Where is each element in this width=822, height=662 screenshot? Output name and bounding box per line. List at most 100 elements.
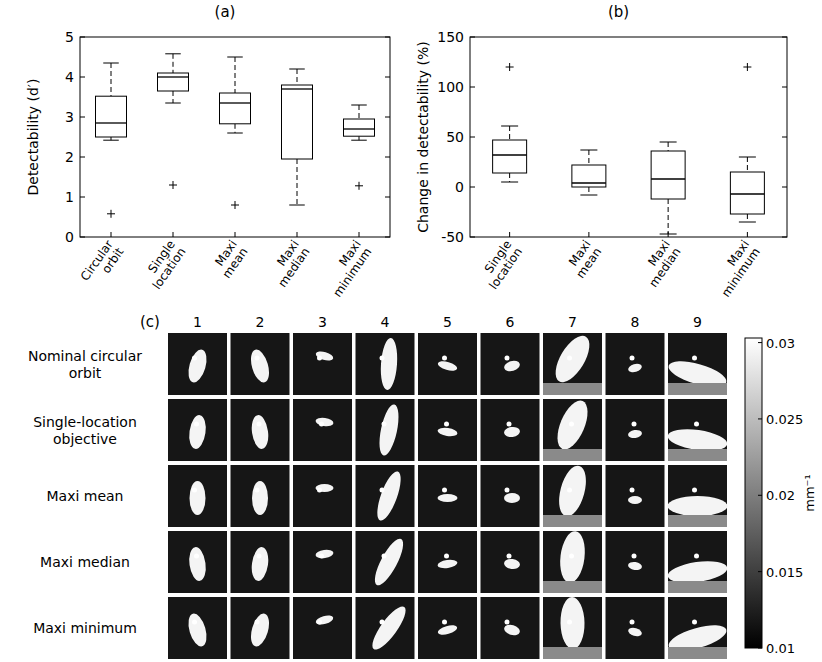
y-tick xyxy=(470,187,475,188)
x-tick-label: Maximinimum xyxy=(708,238,763,300)
plot-frame xyxy=(80,37,390,237)
ct-structure xyxy=(504,493,520,503)
y-tick-label: 50 xyxy=(446,129,464,145)
ct-bead xyxy=(505,488,510,493)
ct-structure xyxy=(379,338,399,391)
ct-bead xyxy=(380,488,385,493)
median xyxy=(730,193,764,194)
y-tick xyxy=(470,87,475,88)
ct-image xyxy=(356,597,415,659)
box xyxy=(730,172,764,214)
column-label: 5 xyxy=(443,314,452,330)
ct-background xyxy=(543,647,602,659)
outlier xyxy=(107,210,115,218)
label-line: orbit xyxy=(69,365,102,381)
ct-bead xyxy=(692,488,697,493)
x-tick-label: Maximinimum xyxy=(320,238,375,300)
x-tick-label: Maximean xyxy=(563,238,605,281)
ct-bead xyxy=(567,620,572,625)
ct-image xyxy=(606,333,665,395)
whisker-cap xyxy=(580,150,597,151)
lower-whisker xyxy=(359,136,360,140)
box xyxy=(493,140,527,173)
ct-bead xyxy=(692,620,697,625)
x-tick-label: Singlelocation xyxy=(476,238,525,292)
label-line: Maxi mean xyxy=(47,488,124,504)
y-tick xyxy=(782,37,787,38)
outlier xyxy=(355,182,363,190)
ct-background xyxy=(668,383,727,395)
upper-whisker xyxy=(359,105,360,119)
ct-bead xyxy=(380,620,385,625)
label-line: location xyxy=(486,245,525,292)
upper-whisker xyxy=(509,126,510,140)
upper-whisker xyxy=(235,57,236,93)
label-line: Nominal circular xyxy=(28,348,142,364)
whisker-cap xyxy=(739,157,756,158)
ct-structure xyxy=(370,535,409,588)
ct-bead xyxy=(442,620,447,625)
y-tick xyxy=(80,157,85,158)
ct-image xyxy=(481,333,540,395)
ct-image xyxy=(293,465,352,527)
ct-structure xyxy=(315,417,334,427)
y-tick-label: 150 xyxy=(437,29,464,45)
ct-image xyxy=(231,531,290,593)
ct-bead xyxy=(317,488,322,493)
outlier xyxy=(506,63,514,71)
ct-structure xyxy=(668,496,728,516)
label-line: objective xyxy=(53,431,117,447)
box xyxy=(220,93,251,124)
column-label: 6 xyxy=(506,314,515,330)
whisker-cap xyxy=(660,142,677,143)
box-panel: (b)Change in detectability (%)-500501001… xyxy=(415,3,787,300)
ct-image xyxy=(231,333,290,395)
column-label: 2 xyxy=(256,314,265,330)
whisker-cap xyxy=(739,222,756,223)
ct-image xyxy=(481,399,540,461)
whisker-cap xyxy=(165,103,181,104)
ct-image xyxy=(356,531,415,593)
y-tick-label: 0 xyxy=(65,229,74,245)
ct-structure xyxy=(560,597,585,649)
ct-structure xyxy=(315,614,335,627)
ct-image xyxy=(481,531,540,593)
ct-bead xyxy=(255,620,260,625)
ct-structure xyxy=(437,623,458,636)
colorbar-tick xyxy=(758,342,762,343)
ct-structure xyxy=(250,546,271,582)
ct-bead xyxy=(194,554,199,559)
ct-structure xyxy=(628,561,643,571)
x-tick xyxy=(173,232,174,237)
ct-image xyxy=(293,333,352,395)
box xyxy=(651,151,685,199)
median xyxy=(493,154,527,155)
ct-structure xyxy=(187,414,208,450)
whisker-cap xyxy=(227,57,243,58)
ct-background xyxy=(668,581,727,593)
whisker-cap xyxy=(289,205,305,206)
ct-structure xyxy=(628,429,643,439)
upper-whisker xyxy=(668,142,669,151)
box xyxy=(282,85,313,159)
ct-image xyxy=(293,597,352,659)
ct-bead xyxy=(505,620,510,625)
ct-image xyxy=(606,465,665,527)
ct-structure xyxy=(549,331,596,388)
ct-structure xyxy=(250,414,271,450)
ct-bead xyxy=(194,422,199,427)
outlier xyxy=(169,181,177,189)
ct-structure xyxy=(557,530,587,585)
ct-structure xyxy=(316,484,334,492)
ct-structure xyxy=(376,403,402,457)
ct-structure xyxy=(185,611,210,648)
ct-background xyxy=(543,515,602,527)
whisker-cap xyxy=(351,140,367,141)
ct-bead xyxy=(567,488,572,493)
y-tick xyxy=(782,187,787,188)
box xyxy=(572,165,606,187)
y-tick xyxy=(385,37,390,38)
column-label: 8 xyxy=(631,314,640,330)
y-tick xyxy=(782,137,787,138)
ct-bead xyxy=(630,620,635,625)
